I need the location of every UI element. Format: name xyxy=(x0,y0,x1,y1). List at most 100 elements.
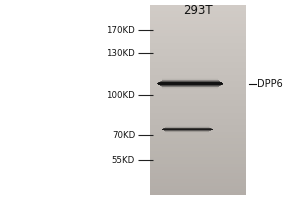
Bar xyxy=(166,126,209,127)
Bar xyxy=(158,83,223,84)
Bar xyxy=(150,183,246,186)
Bar xyxy=(162,129,213,130)
Bar xyxy=(150,71,246,75)
Bar xyxy=(162,86,219,87)
Bar xyxy=(162,80,219,81)
Bar xyxy=(150,81,246,84)
Bar xyxy=(164,130,211,131)
Bar xyxy=(160,81,220,82)
Bar xyxy=(162,88,218,89)
Bar xyxy=(162,80,219,81)
Text: 70KD: 70KD xyxy=(112,131,135,140)
Bar xyxy=(150,56,246,59)
Bar xyxy=(150,192,246,195)
Bar xyxy=(150,148,246,151)
Bar xyxy=(150,135,246,138)
Bar xyxy=(150,186,246,189)
Bar xyxy=(150,36,246,40)
Text: 130KD: 130KD xyxy=(106,49,135,58)
Bar xyxy=(150,122,246,125)
Bar xyxy=(162,129,213,130)
Bar xyxy=(166,126,209,127)
Bar xyxy=(159,84,222,85)
Bar xyxy=(150,46,246,49)
Bar xyxy=(150,141,246,144)
Bar xyxy=(165,127,209,128)
Bar xyxy=(162,79,218,80)
Bar xyxy=(150,30,246,33)
Text: 55KD: 55KD xyxy=(112,156,135,165)
Bar xyxy=(162,79,218,80)
Bar xyxy=(162,78,218,79)
Bar xyxy=(150,138,246,141)
Bar xyxy=(150,97,246,100)
Bar xyxy=(150,129,246,132)
Bar xyxy=(150,5,246,8)
Bar xyxy=(162,87,218,88)
Bar xyxy=(159,82,222,83)
Bar xyxy=(162,80,219,81)
Bar xyxy=(150,154,246,157)
Bar xyxy=(150,167,246,170)
Bar xyxy=(150,43,246,46)
Bar xyxy=(150,157,246,160)
Bar xyxy=(150,49,246,52)
Bar xyxy=(150,103,246,106)
Bar xyxy=(162,86,219,87)
Bar xyxy=(164,128,211,129)
Text: DPP6: DPP6 xyxy=(257,79,283,89)
Bar xyxy=(150,75,246,78)
Bar xyxy=(165,131,209,132)
Bar xyxy=(150,14,246,17)
Bar xyxy=(150,21,246,24)
Bar xyxy=(164,130,211,131)
Bar xyxy=(150,62,246,65)
Bar xyxy=(150,17,246,21)
Text: 170KD: 170KD xyxy=(106,26,135,35)
Bar xyxy=(150,68,246,71)
Bar xyxy=(150,94,246,97)
Bar xyxy=(150,113,246,116)
Bar xyxy=(165,127,209,128)
Bar xyxy=(165,131,209,132)
Bar xyxy=(150,132,246,135)
Bar xyxy=(159,82,222,83)
Bar xyxy=(150,160,246,164)
Bar xyxy=(162,88,218,89)
Bar xyxy=(150,100,246,103)
Bar xyxy=(150,125,246,129)
Bar xyxy=(150,65,246,68)
Bar xyxy=(166,126,209,127)
Bar xyxy=(158,84,222,85)
Bar xyxy=(150,116,246,119)
Bar xyxy=(150,27,246,30)
Bar xyxy=(150,11,246,14)
Bar xyxy=(158,82,222,83)
Bar xyxy=(162,129,213,130)
Bar xyxy=(162,78,218,79)
Bar xyxy=(158,83,223,84)
Bar xyxy=(150,164,246,167)
Bar xyxy=(161,86,219,87)
Bar xyxy=(163,128,212,129)
Bar xyxy=(150,144,246,148)
Bar xyxy=(150,176,246,179)
Bar xyxy=(150,151,246,154)
Bar xyxy=(166,132,209,133)
Bar xyxy=(150,110,246,113)
Bar xyxy=(150,40,246,43)
Bar xyxy=(150,24,246,27)
Bar xyxy=(163,128,211,129)
Bar xyxy=(158,84,223,85)
Bar xyxy=(160,85,220,86)
Bar xyxy=(150,106,246,110)
Bar xyxy=(150,87,246,90)
Bar xyxy=(150,8,246,11)
Bar xyxy=(150,59,246,62)
Bar xyxy=(150,179,246,183)
Bar xyxy=(150,33,246,36)
Bar xyxy=(160,81,220,82)
Bar xyxy=(150,78,246,81)
Bar xyxy=(150,173,246,176)
Bar xyxy=(162,88,218,89)
